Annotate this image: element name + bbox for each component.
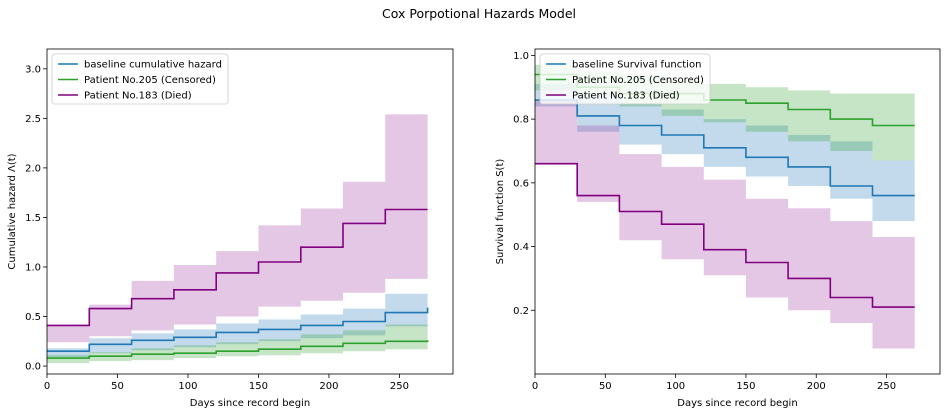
y-tick-label: 2.0 xyxy=(25,163,41,174)
x-tick-label: 100 xyxy=(178,381,197,392)
axes-frame xyxy=(534,48,941,375)
x-axis-label: Days since record begin xyxy=(677,398,797,409)
legend: baseline Survival function Patient No.205… xyxy=(539,53,711,105)
y-tick-label: 0.8 xyxy=(513,115,529,126)
plot-area xyxy=(47,64,429,364)
series-line-2 xyxy=(535,162,915,308)
plot-area xyxy=(535,64,915,359)
series-line-1 xyxy=(47,340,429,359)
confidence-band-1 xyxy=(47,318,428,364)
y-tick-label: 0.2 xyxy=(513,306,529,317)
figure-title: Cox Porpotional Hazards Model xyxy=(382,6,576,21)
series-line-0 xyxy=(47,307,429,353)
y-axis-label: Survival function S(t) xyxy=(495,159,506,265)
survival-panel: 0 50 100 150 200 250 0.2 0.4 0.6 0.8 1.0 Days since… xyxy=(495,48,941,409)
legend-box xyxy=(539,53,711,105)
y-axis-label: Cumulative hazard Λ(t) xyxy=(7,153,18,269)
y-tick-label: 1.5 xyxy=(25,213,41,224)
y-tick-label: 0.0 xyxy=(25,362,41,373)
x-tick-label: 200 xyxy=(807,381,826,392)
y-tick-label: 2.5 xyxy=(25,114,41,125)
axes-frame xyxy=(46,48,454,375)
y-tick-label: 1.0 xyxy=(513,51,529,62)
x-tick-label: 50 xyxy=(111,381,124,392)
x-tick-label: 50 xyxy=(599,381,612,392)
series-line-0 xyxy=(535,99,915,197)
confidence-band-0 xyxy=(535,84,915,237)
y-tick-label: 1.0 xyxy=(25,262,41,273)
y-tick-label: 0.4 xyxy=(513,242,529,253)
x-tick-label: 100 xyxy=(666,381,685,392)
x-tick-label: 250 xyxy=(390,381,409,392)
legend-box xyxy=(51,53,229,105)
x-tick-label: 200 xyxy=(319,381,338,392)
x-tick-label: 250 xyxy=(877,381,896,392)
confidence-band-2 xyxy=(47,64,428,343)
y-tick-label: 0.5 xyxy=(25,312,41,323)
confidence-band-0 xyxy=(47,282,428,358)
x-tick-label: 0 xyxy=(532,381,538,392)
y-tick-label: 0.6 xyxy=(513,178,529,189)
x-tick-label: 150 xyxy=(249,381,268,392)
x-tick-label: 0 xyxy=(44,381,50,392)
series-line-2 xyxy=(47,208,428,327)
hazard-panel: 0 50 100 150 200 250 0.0 0.5 1.0 1.5 2.0 2.5 3.0 Days… xyxy=(7,48,454,409)
legend-entry: Patient No.205 (Censored) xyxy=(572,75,704,86)
legend-entry: Patient No.183 (Died) xyxy=(84,91,192,102)
x-axis-label: Days since record begin xyxy=(190,398,310,409)
legend-entry: baseline cumulative hazard xyxy=(84,60,222,71)
y-tick-label: 3.0 xyxy=(25,64,41,75)
x-tick-label: 150 xyxy=(736,381,755,392)
legend-entry: baseline Survival function xyxy=(572,60,701,71)
legend: baseline cumulative hazard Patient No.205… xyxy=(51,53,229,105)
legend-entry: Patient No.205 (Censored) xyxy=(84,75,216,86)
legend-entry: Patient No.183 (Died) xyxy=(572,91,680,102)
confidence-band-2 xyxy=(535,100,915,359)
